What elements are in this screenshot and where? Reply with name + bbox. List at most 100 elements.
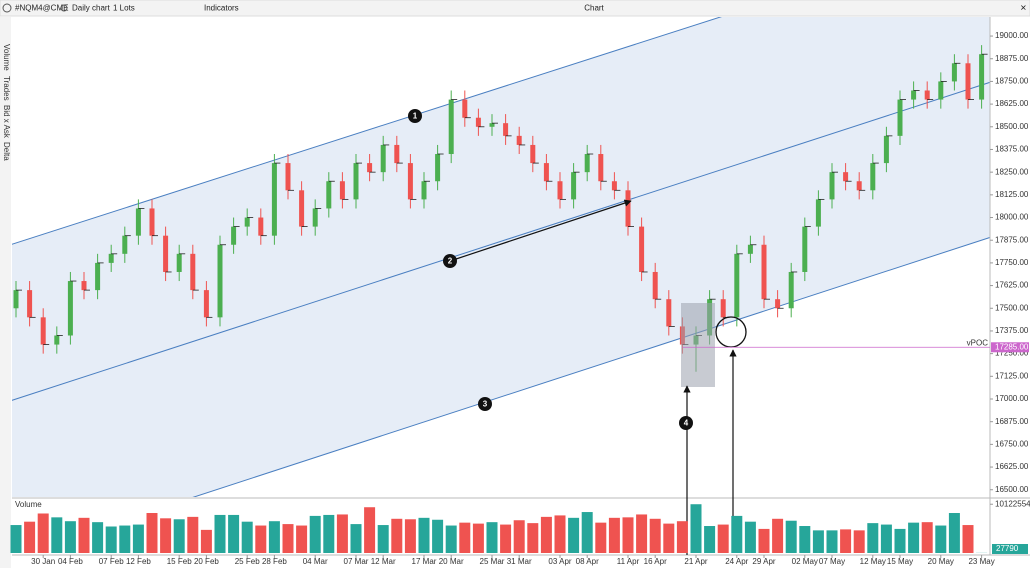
timeframe[interactable]: Daily chart bbox=[72, 4, 111, 13]
volume-bar bbox=[527, 523, 539, 553]
x-tick-label: 15 May bbox=[887, 557, 913, 566]
volume-bar bbox=[214, 514, 226, 553]
x-tick-label: 30 Jan bbox=[31, 557, 55, 566]
candle-body bbox=[163, 235, 169, 272]
x-tick-label: 07 Mar bbox=[344, 557, 369, 566]
close-button[interactable]: ✕ bbox=[1020, 4, 1027, 13]
x-tick-label: 29 Apr bbox=[752, 557, 775, 566]
candle-body bbox=[394, 144, 400, 164]
y-tick-label: 18125.00 bbox=[995, 190, 1029, 199]
candle-body bbox=[108, 253, 114, 263]
sidebar-item[interactable]: Bid x Ask bbox=[2, 105, 11, 139]
arrow bbox=[449, 199, 632, 262]
candle-body bbox=[503, 123, 509, 136]
vpoc-label: vPOC bbox=[967, 338, 989, 347]
x-tick-label: 21 Apr bbox=[684, 557, 707, 566]
candle-body bbox=[897, 99, 903, 136]
y-tick-label: 17750.00 bbox=[995, 258, 1029, 267]
volume-tick-label: 10122554 bbox=[995, 499, 1030, 508]
channel-fill bbox=[12, 17, 990, 497]
volume-bar bbox=[568, 517, 580, 553]
y-tick-label: 17250.00 bbox=[995, 349, 1029, 358]
x-tick-label: 12 May bbox=[860, 557, 886, 566]
y-tick-label: 16875.00 bbox=[995, 417, 1029, 426]
y-tick-label: 17375.00 bbox=[995, 326, 1029, 335]
candle-body bbox=[13, 290, 19, 309]
volume-bar bbox=[867, 523, 879, 553]
volume-bar bbox=[948, 513, 960, 553]
y-tick-label: 17000.00 bbox=[995, 394, 1029, 403]
y-tick-label: 19000.00 bbox=[995, 31, 1029, 40]
candle-body bbox=[843, 172, 849, 182]
channel-line bbox=[12, 81, 990, 401]
volume-bar bbox=[826, 530, 838, 553]
app-icon[interactable] bbox=[2, 3, 12, 13]
volume-bar bbox=[24, 521, 36, 553]
volume-bar bbox=[554, 515, 566, 553]
sidebar-item[interactable]: Volume bbox=[2, 44, 11, 71]
candle-body bbox=[516, 135, 522, 145]
sidebar-item[interactable]: Trades bbox=[2, 76, 11, 101]
volume-bar bbox=[119, 525, 131, 553]
volume-bar bbox=[323, 514, 335, 553]
symbol[interactable]: #NQM4@CME bbox=[15, 4, 68, 13]
volume-bar bbox=[894, 528, 906, 553]
sidebar-item[interactable]: Delta bbox=[2, 142, 11, 161]
volume-bar bbox=[418, 517, 430, 553]
x-tick-label: 25 Feb bbox=[235, 557, 260, 566]
candle-body bbox=[95, 262, 101, 291]
annotations: 1 2 3 4 bbox=[408, 109, 747, 555]
volume-bar bbox=[268, 521, 280, 553]
x-tick-label: 20 Mar bbox=[439, 557, 464, 566]
candle-body bbox=[299, 190, 305, 227]
x-tick-label: 07 Feb bbox=[99, 557, 124, 566]
volume-bar bbox=[880, 524, 892, 553]
volume-bar bbox=[459, 522, 471, 553]
marker bbox=[478, 397, 492, 411]
candle-body bbox=[475, 117, 481, 127]
volume-bar bbox=[173, 519, 185, 553]
volume-bar bbox=[377, 525, 389, 553]
volume-bar bbox=[92, 522, 104, 553]
volume-bar bbox=[704, 526, 716, 553]
candle-body bbox=[176, 253, 182, 272]
x-tick-label: 02 May bbox=[792, 557, 818, 566]
candle-body bbox=[40, 317, 46, 345]
candle-body bbox=[584, 154, 590, 173]
x-tick-label: 31 Mar bbox=[507, 557, 532, 566]
candle-body bbox=[951, 63, 957, 82]
candle-body bbox=[122, 235, 128, 254]
y-tick-label: 16750.00 bbox=[995, 439, 1029, 448]
candle-body bbox=[938, 81, 944, 100]
y-tick-label: 17500.00 bbox=[995, 303, 1029, 312]
sidebar bbox=[0, 17, 11, 568]
candle-body bbox=[203, 290, 209, 318]
volume-profile bbox=[681, 303, 715, 387]
candle-body bbox=[639, 226, 645, 272]
y-tick-label: 17875.00 bbox=[995, 235, 1029, 244]
y-tick-label: 18250.00 bbox=[995, 167, 1029, 176]
y-tick-label: 18375.00 bbox=[995, 145, 1029, 154]
volume-bar bbox=[812, 530, 824, 553]
lots[interactable]: 1 Lots bbox=[113, 4, 135, 13]
candle-body bbox=[883, 135, 889, 164]
marker bbox=[408, 109, 422, 123]
volume-bar bbox=[445, 525, 457, 553]
indicators[interactable]: Indicators bbox=[204, 4, 239, 13]
volume-bar bbox=[908, 522, 920, 553]
volume-bar bbox=[581, 512, 593, 553]
candle-body bbox=[802, 226, 808, 272]
window-title: Chart bbox=[584, 4, 604, 13]
volume-bar bbox=[51, 517, 63, 553]
candle-body bbox=[67, 281, 73, 336]
volume-bar bbox=[187, 516, 199, 553]
vpoc-tag-label: 17285.00 bbox=[995, 342, 1029, 351]
volume-bar bbox=[255, 525, 267, 553]
x-tick-label: 04 Feb bbox=[58, 557, 83, 566]
candle-body bbox=[149, 208, 155, 236]
volume-bar bbox=[228, 514, 240, 553]
x-tick-label: 28 Feb bbox=[262, 557, 287, 566]
search-icon[interactable] bbox=[60, 4, 68, 12]
volume-bar bbox=[200, 529, 212, 553]
